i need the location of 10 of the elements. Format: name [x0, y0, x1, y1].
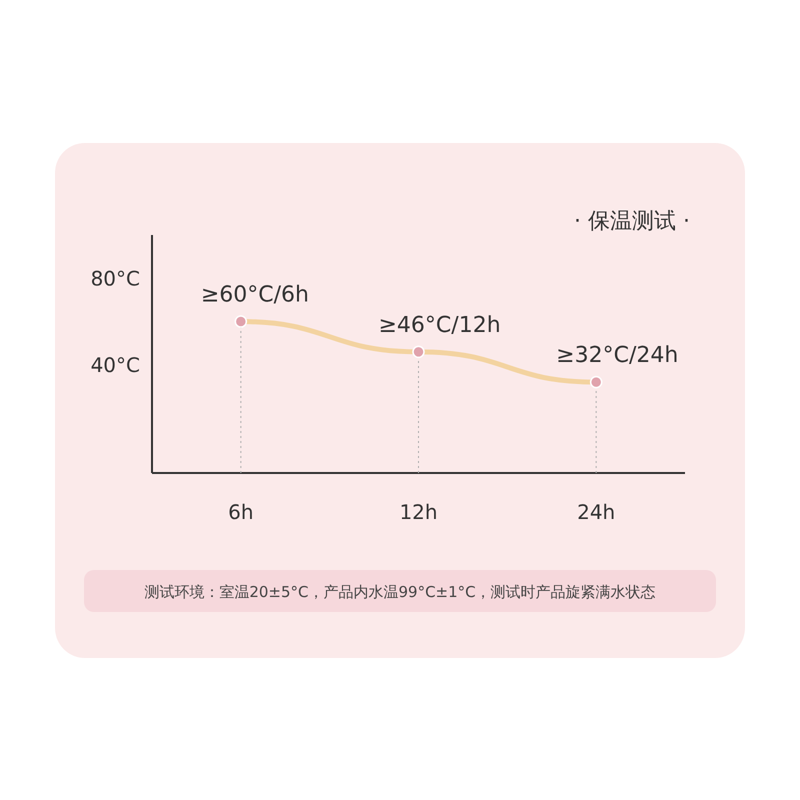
data-label: ≥32°C/24h	[556, 343, 678, 368]
data-label: ≥46°C/12h	[378, 312, 501, 338]
x-tick-label: 6h	[228, 500, 254, 524]
y-tick-label: 40°C	[90, 352, 140, 377]
y-tick-label: 80°C	[90, 266, 140, 290]
x-tick-label: 24h	[577, 500, 616, 524]
text: 测试环境：室温20±5°C，产品内水温99°C±1°C，测试时产品旋紧满水状态	[144, 583, 656, 601]
data-label: ≥60°C/6h	[200, 282, 309, 308]
chart-title: · 保温测试 ·	[574, 209, 690, 234]
x-tick-label: 12h	[399, 500, 438, 524]
